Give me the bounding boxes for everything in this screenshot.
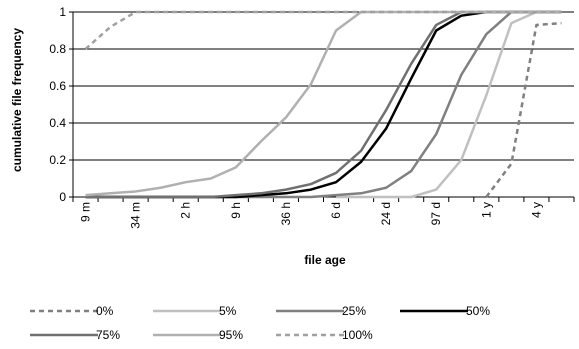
y-tick-label-1: 1 (59, 5, 66, 19)
legend-label-50pct: 50% (466, 304, 490, 318)
legend-label-5pct: 5% (219, 304, 237, 318)
x-tick-label-36h: 36 h (279, 202, 293, 225)
x-axis-title: file age (304, 253, 346, 267)
y-axis-ticks: 0 0.2 0.4 0.6 0.8 1 (49, 5, 73, 204)
legend-label-25pct: 25% (342, 304, 366, 318)
y-axis-title: cumulative file frequency (10, 28, 24, 172)
x-tick-label-24d: 24 d (379, 202, 393, 225)
x-tick-label-97d: 97 d (429, 202, 443, 225)
y-tick-label-0.2: 0.2 (49, 153, 66, 167)
legend-label-0pct: 0% (96, 304, 114, 318)
x-tick-label-6d: 6 d (329, 202, 343, 219)
series-line-100pct (84, 10, 562, 50)
x-tick-label-4y: 4 y (529, 202, 543, 218)
y-tick-label-0.8: 0.8 (49, 42, 66, 56)
chart-axes (72, 12, 574, 198)
legend-label-95pct: 95% (219, 328, 243, 342)
x-tick-label-1y: 1 y (479, 202, 493, 218)
x-axis-ticks: 9 m 34 m 2 h 9 h 36 h 6 d 24 d 97 d 1 y 4 y (72, 197, 575, 229)
y-tick-label-0.4: 0.4 (49, 116, 66, 130)
x-tick-label-2h: 2 h (179, 202, 193, 219)
x-tick-label-9h: 9 h (229, 202, 243, 219)
legend-label-75pct: 75% (96, 328, 120, 342)
series-line-5pct (336, 10, 562, 199)
x-tick-label-9m: 9 m (79, 202, 93, 222)
x-tick-label-34m: 34 m (129, 202, 143, 229)
data-series (84, 10, 562, 199)
y-tick-label-0.6: 0.6 (49, 79, 66, 93)
series-line-0pct (485, 21, 562, 198)
legend-label-100pct: 100% (342, 328, 373, 342)
series-line-75pct (85, 10, 562, 199)
y-tick-label-0: 0 (59, 190, 66, 204)
series-line-50pct (85, 10, 562, 199)
legend: 0% 5% 25% 50% 75% 95% 100% (30, 304, 490, 342)
series-line-95pct (85, 10, 562, 197)
series-line-25pct (85, 10, 562, 199)
grid-lines (73, 11, 574, 198)
